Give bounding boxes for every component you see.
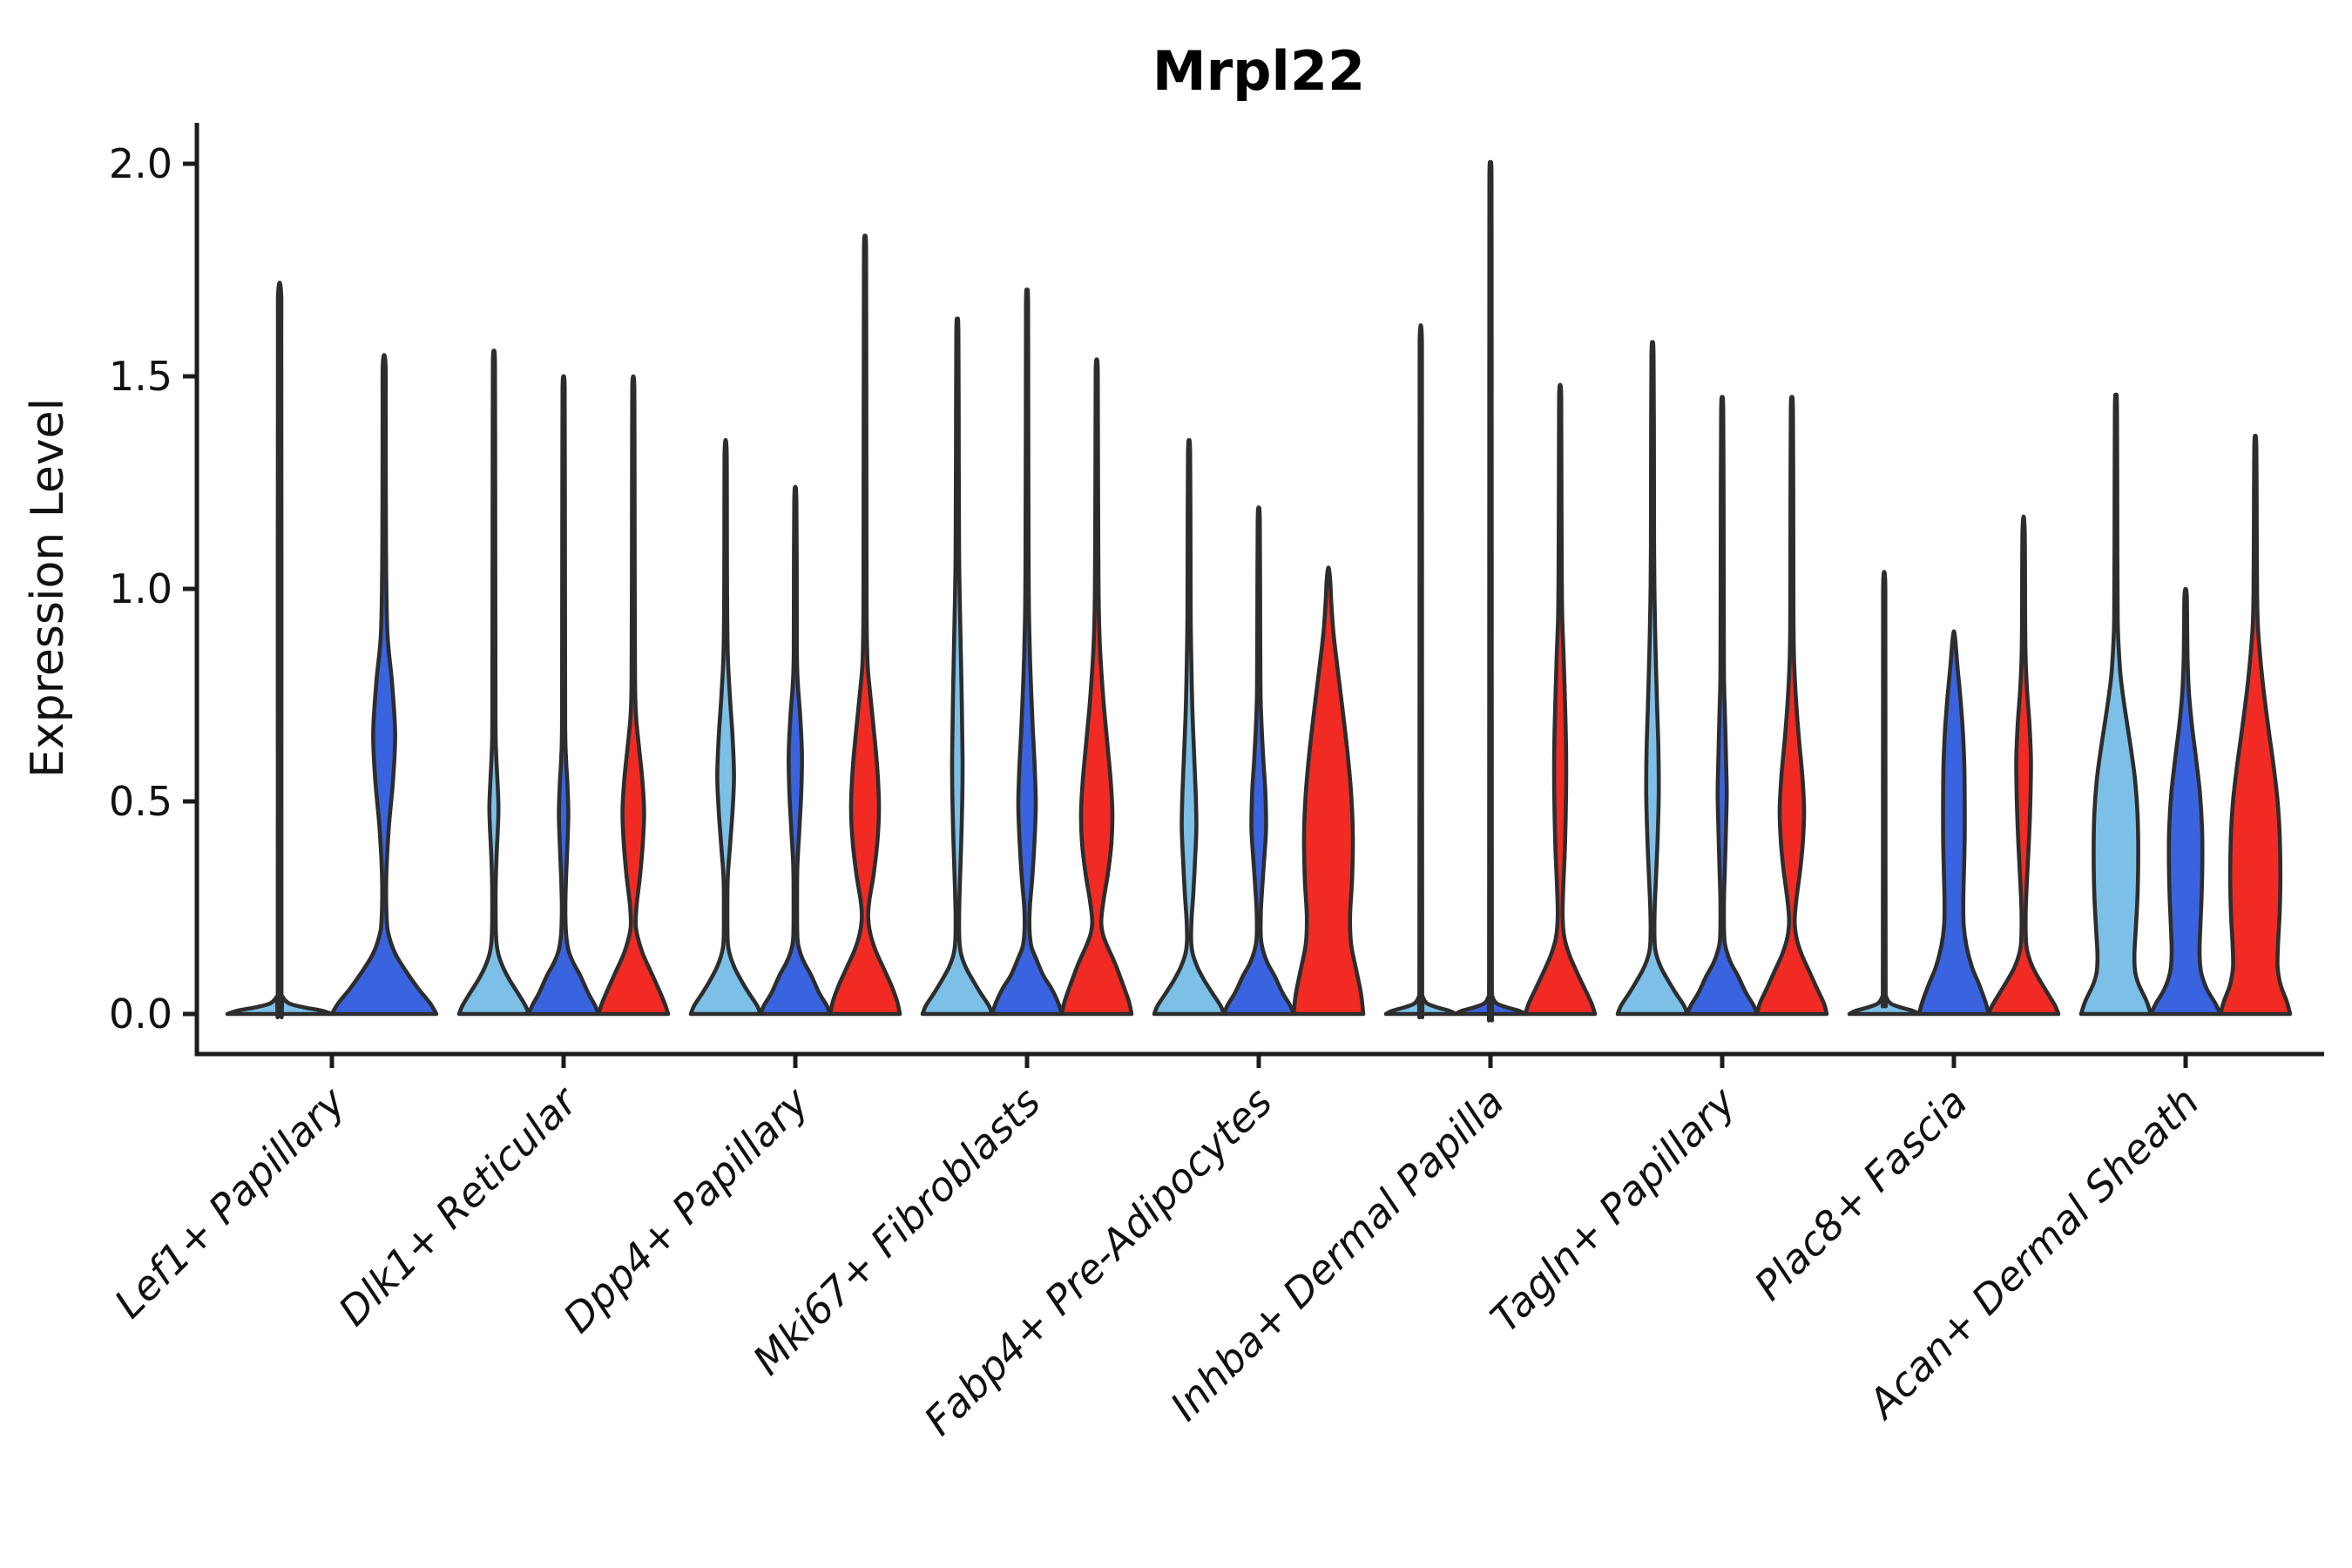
violin-mki67-fibroblasts-blue xyxy=(990,287,1064,1017)
y-tick-label: 0.5 xyxy=(109,778,172,825)
violin-mki67-fibroblasts-red xyxy=(1059,357,1134,1017)
y-tick-label: 1.0 xyxy=(109,565,172,612)
violin-tagln-papillary-blue xyxy=(1685,395,1760,1017)
violin-fabp4-pre-adipocytes-blue xyxy=(1221,505,1296,1017)
y-tick-label: 1.5 xyxy=(109,353,172,400)
violin-fabp4-pre-adipocytes-lightblue xyxy=(1152,437,1227,1017)
violin-inhba-dermal-papilla-red xyxy=(1523,382,1598,1017)
violin-lef1-papillary-blue xyxy=(329,353,439,1017)
violin-plac8-fascia-red xyxy=(1986,514,2061,1017)
y-tick-label: 2.0 xyxy=(109,140,172,187)
violin-acan-dermal-sheath-red xyxy=(2218,433,2293,1017)
violin-tagln-papillary-lightblue xyxy=(1615,340,1690,1017)
violin-tagln-papillary-red xyxy=(1754,395,1829,1017)
violin-mki67-fibroblasts-lightblue xyxy=(920,316,995,1017)
violin-fabp4-pre-adipocytes-red xyxy=(1291,565,1366,1017)
violin-plac8-fascia-lightblue xyxy=(1847,570,1922,1017)
violin-inhba-dermal-papilla-blue xyxy=(1453,159,1528,1023)
violin-dpp4-papillary-blue xyxy=(758,484,833,1017)
violin-acan-dermal-sheath-blue xyxy=(2148,586,2223,1017)
y-axis-title: Expression Level xyxy=(22,398,74,778)
violin-dpp4-papillary-red xyxy=(828,233,902,1017)
violin-dlk1-reticular-blue xyxy=(526,374,601,1017)
violin-acan-dermal-sheath-lightblue xyxy=(2078,392,2153,1017)
violin-plac8-fascia-blue xyxy=(1916,629,1991,1017)
violin-lef1-papillary-lightblue xyxy=(225,280,335,1020)
violin-dlk1-reticular-red xyxy=(596,374,671,1017)
violins-layer xyxy=(225,159,2293,1023)
y-tick-label: 0.0 xyxy=(109,990,172,1037)
violin-dpp4-papillary-lightblue xyxy=(688,437,763,1017)
chart-title: Mrpl22 xyxy=(1152,39,1365,103)
violin-inhba-dermal-papilla-lightblue xyxy=(1383,323,1458,1020)
violin-dlk1-reticular-lightblue xyxy=(456,348,531,1017)
